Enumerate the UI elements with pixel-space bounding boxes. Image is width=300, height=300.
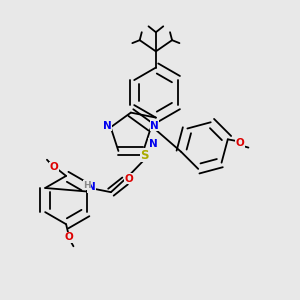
Text: N: N xyxy=(87,182,96,193)
Text: N: N xyxy=(103,121,112,131)
Text: N: N xyxy=(149,139,158,148)
Text: O: O xyxy=(65,232,74,242)
Text: H: H xyxy=(83,181,91,190)
Text: O: O xyxy=(50,162,59,172)
Text: O: O xyxy=(124,174,133,184)
Text: O: O xyxy=(236,138,244,148)
Text: N: N xyxy=(150,121,159,131)
Text: S: S xyxy=(140,149,149,162)
